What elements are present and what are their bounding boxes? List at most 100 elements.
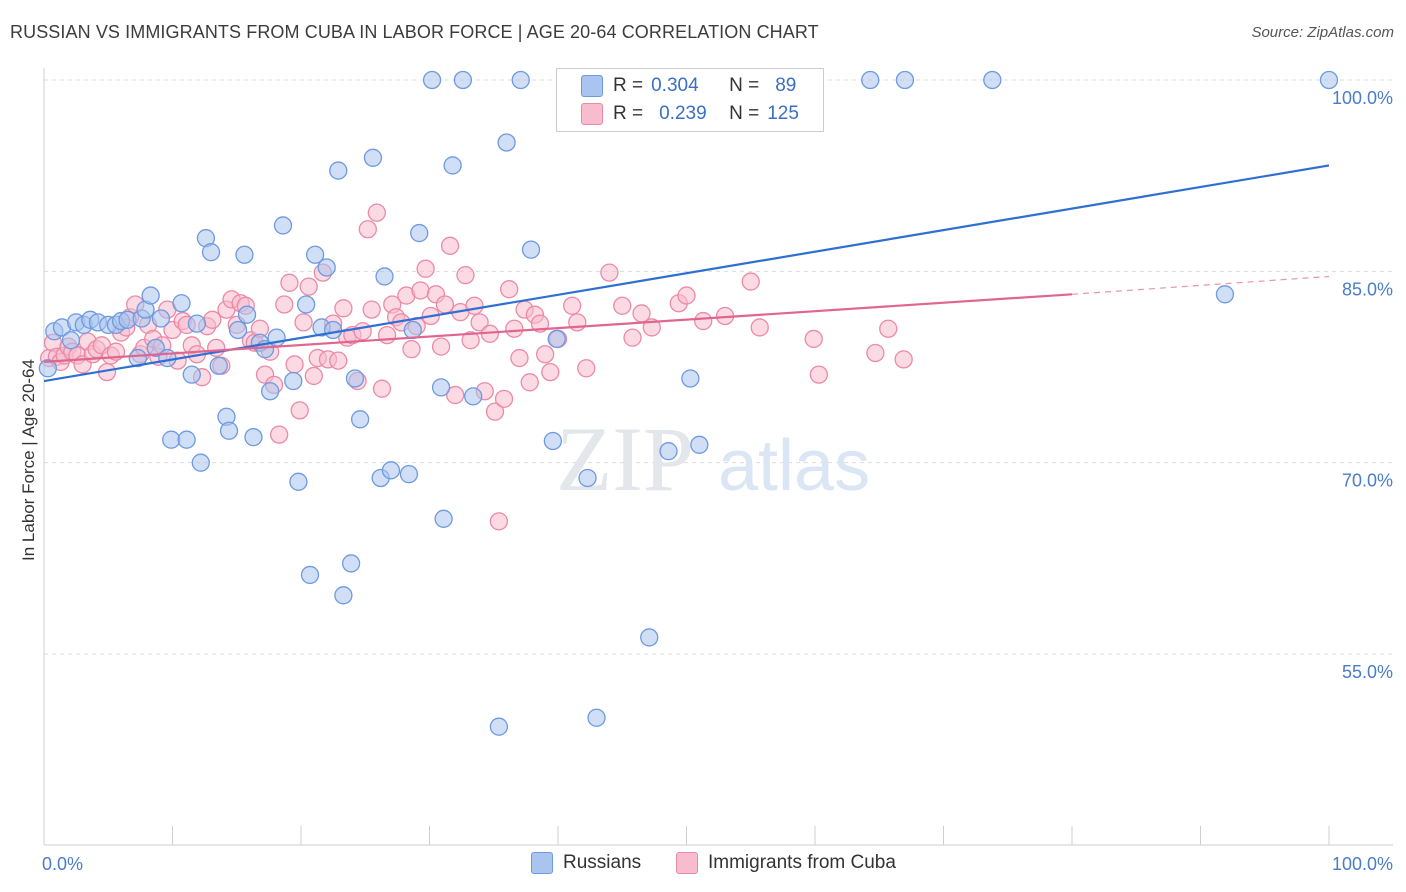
data-point — [510, 348, 529, 368]
data-point — [489, 512, 509, 531]
data-point — [334, 586, 353, 605]
data-point — [494, 389, 514, 409]
data-point — [440, 236, 460, 255]
trend-line-russians — [43, 164, 1330, 383]
data-point — [362, 300, 381, 319]
chart-title: RUSSIAN VS IMMIGRANTS FROM CUBA IN LABOR… — [10, 22, 819, 42]
bottom-legend-russians: Russians — [531, 852, 641, 874]
data-point — [377, 325, 397, 345]
data-point — [431, 378, 451, 397]
data-point — [237, 305, 257, 324]
data-point — [861, 70, 880, 90]
data-point — [299, 277, 318, 296]
data-point — [228, 320, 248, 340]
data-point — [381, 461, 401, 480]
legend-r-value: 0.239 — [659, 103, 707, 124]
data-point — [372, 379, 392, 398]
data-point — [219, 421, 239, 440]
y-tick-label: 100.0% — [1332, 88, 1393, 108]
data-point — [677, 286, 696, 305]
data-point — [681, 369, 700, 388]
data-point — [158, 348, 177, 368]
data-point — [505, 319, 524, 338]
data-point — [411, 281, 430, 300]
data-point — [435, 295, 455, 314]
data-point — [530, 314, 550, 333]
data-point — [329, 161, 348, 180]
data-point — [402, 339, 421, 359]
data-point — [809, 365, 829, 384]
data-point — [632, 304, 651, 323]
data-point — [305, 245, 325, 264]
data-point — [690, 435, 709, 454]
gridlines — [44, 79, 1393, 655]
data-point — [182, 365, 201, 384]
bottom-legend-label: Russians — [563, 852, 642, 873]
watermark-zip: ZIP — [556, 408, 694, 510]
data-point — [350, 410, 370, 429]
legend-n-label: N = — [729, 103, 760, 124]
legend-swatch-russians — [581, 75, 603, 97]
bottom-legend-swatch-russians — [531, 852, 553, 874]
data-point — [623, 328, 642, 347]
data-point — [172, 294, 191, 313]
data-point — [541, 362, 560, 382]
data-point — [244, 428, 263, 447]
data-point — [151, 309, 171, 328]
chart-source: Source: ZipAtlas.com — [1251, 24, 1394, 41]
data-point — [1215, 285, 1235, 304]
watermark: ZIP atlas — [556, 408, 870, 510]
data-point — [659, 442, 678, 461]
y-tick-labels: 100.0% 85.0% 70.0% 55.0% — [1332, 88, 1393, 682]
data-point — [577, 359, 596, 378]
data-point — [750, 318, 769, 337]
data-point — [403, 320, 422, 340]
data-point — [422, 70, 442, 90]
data-point — [146, 338, 165, 358]
y-tick-label: 55.0% — [1342, 662, 1393, 682]
data-point — [38, 359, 58, 378]
data-point — [485, 402, 505, 421]
data-point — [345, 369, 365, 388]
data-point — [270, 425, 289, 444]
data-point — [323, 320, 343, 340]
data-point — [520, 373, 539, 392]
legend-r-label: R = — [613, 103, 644, 124]
axes — [43, 68, 1393, 846]
x-tick-label: 0.0% — [42, 854, 83, 874]
data-point — [410, 223, 429, 243]
data-point — [363, 148, 383, 167]
data-point — [285, 355, 304, 374]
data-point — [300, 565, 320, 585]
data-point — [640, 628, 659, 647]
data-point — [521, 240, 541, 259]
legend-r-label: R = — [613, 75, 644, 96]
data-point — [562, 296, 582, 315]
data-point — [203, 310, 222, 329]
data-point — [543, 431, 563, 451]
data-point — [177, 430, 196, 449]
data-point — [317, 258, 336, 277]
data-point — [294, 313, 313, 332]
data-point — [1319, 70, 1339, 90]
x-tick-labels: 0.0% 100.0% — [42, 854, 1393, 874]
data-point — [304, 366, 324, 386]
series-russians — [38, 70, 1339, 736]
data-point — [741, 272, 760, 291]
bottom-legend-label: Immigrants from Cuba — [708, 852, 896, 873]
data-point — [694, 311, 713, 331]
data-point — [280, 273, 299, 292]
data-point — [261, 382, 280, 401]
legend-swatch-cuba — [581, 103, 603, 125]
data-point — [275, 295, 294, 314]
legend-n-value: 125 — [767, 103, 799, 124]
data-point — [334, 299, 353, 318]
data-point — [431, 337, 451, 356]
watermark-atlas: atlas — [718, 426, 870, 506]
data-point — [587, 708, 606, 727]
data-point — [209, 356, 228, 375]
data-point — [162, 430, 181, 449]
data-point — [290, 401, 309, 420]
data-point — [235, 245, 254, 264]
